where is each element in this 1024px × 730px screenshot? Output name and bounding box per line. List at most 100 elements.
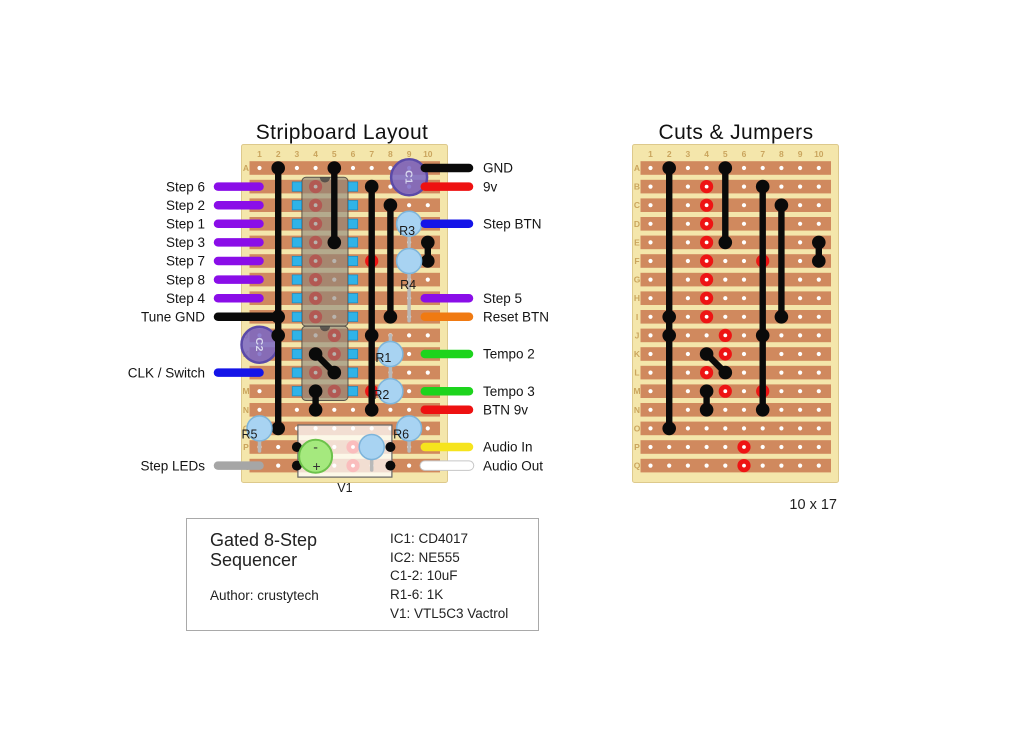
- column-label: 7: [760, 149, 765, 159]
- wire-label-step-3: Step 3: [166, 235, 205, 250]
- hole: [723, 407, 728, 412]
- wire-label-step-1: Step 1: [166, 217, 205, 232]
- hole: [816, 165, 821, 171]
- hole: [648, 240, 653, 245]
- project-title-line1: Gated 8-Step: [210, 530, 317, 550]
- jumper-solder-dot: [718, 235, 733, 250]
- wire-label-tempo-2: Tempo 2: [483, 347, 535, 362]
- hole: [798, 184, 803, 189]
- wire-label-step-8: Step 8: [166, 272, 205, 287]
- hole: [779, 351, 784, 357]
- hole: [723, 296, 728, 301]
- hole: [648, 389, 653, 394]
- part-list-item: V1: VTL5C3 Vactrol: [390, 606, 508, 621]
- column-label: 5: [332, 149, 337, 159]
- ic-body-ic1: [301, 176, 349, 327]
- jumper-solder-dot: [812, 254, 826, 268]
- cut-marker-hole: [704, 259, 709, 263]
- wire-label-9v: 9v: [483, 179, 498, 194]
- column-label: 7: [369, 149, 374, 159]
- hole: [816, 389, 821, 394]
- hole: [685, 165, 690, 171]
- hole: [648, 370, 653, 375]
- row-label: O: [634, 423, 641, 433]
- jumper-solder-dot: [308, 347, 323, 361]
- row-label: N: [243, 405, 249, 415]
- ic-pin: [291, 386, 302, 397]
- hole: [407, 333, 412, 338]
- hole: [648, 426, 653, 431]
- hole: [816, 277, 821, 282]
- copper-strip: [640, 328, 831, 343]
- hole: [294, 407, 299, 412]
- hole: [388, 165, 393, 171]
- row-label: I: [636, 312, 638, 322]
- copper-strip: [640, 161, 831, 175]
- hole: [685, 389, 690, 394]
- hole: [648, 258, 653, 264]
- wire-label-step-leds: Step LEDs: [140, 458, 205, 473]
- hole: [741, 296, 747, 301]
- hole: [816, 333, 821, 338]
- hole: [816, 351, 821, 357]
- hole: [779, 184, 784, 189]
- hole: [704, 165, 709, 171]
- hole: [741, 258, 747, 264]
- row-label: O: [243, 423, 250, 433]
- vactrol-led: [298, 438, 334, 474]
- hole: [798, 333, 803, 338]
- hole: [425, 203, 430, 208]
- hole: [257, 389, 262, 394]
- ic-pin: [291, 218, 302, 229]
- hole: [741, 351, 747, 357]
- wire-label-step-5: Step 5: [483, 291, 522, 306]
- resistor-r6: [395, 415, 423, 442]
- hole: [648, 165, 653, 171]
- resistor-label: R3: [399, 224, 415, 238]
- hole: [741, 426, 747, 431]
- jumper-solder-dot: [421, 254, 435, 268]
- hole: [741, 333, 747, 338]
- row-label: L: [634, 368, 639, 378]
- jumper-solder-dot: [271, 421, 285, 436]
- cut-marker-hole: [704, 370, 709, 375]
- hole: [388, 184, 393, 189]
- ic-notch: [319, 326, 331, 332]
- jumper-solder-dot: [755, 403, 770, 417]
- ic-notch: [319, 177, 331, 183]
- hole: [407, 407, 412, 412]
- row-label: N: [634, 405, 640, 415]
- hole: [816, 426, 821, 431]
- hole: [685, 296, 690, 301]
- hole: [407, 351, 412, 357]
- hole: [723, 444, 728, 450]
- hole: [741, 221, 747, 226]
- hole: [816, 370, 821, 375]
- column-label: 2: [276, 149, 281, 159]
- resistor-r1: [377, 340, 404, 368]
- row-label: M: [633, 386, 640, 396]
- hole: [816, 221, 821, 226]
- hole: [685, 370, 690, 375]
- hole: [294, 165, 299, 171]
- column-label: 10: [423, 149, 433, 159]
- ic-pin: [347, 181, 359, 192]
- hole: [816, 444, 821, 450]
- hole: [667, 463, 672, 468]
- hole: [798, 389, 803, 394]
- hole: [723, 277, 728, 282]
- hole: [648, 277, 653, 282]
- cut-marker-hole: [704, 184, 709, 189]
- wire-label-audio-out: Audio Out: [483, 458, 543, 473]
- hole: [648, 407, 653, 412]
- hole: [407, 370, 412, 375]
- column-label: 6: [351, 149, 356, 159]
- part-list-item: R1-6: 1K: [390, 587, 443, 602]
- hole: [648, 296, 653, 301]
- jumper-solder-dot: [718, 161, 733, 175]
- row-label: B: [634, 182, 640, 192]
- vactrol-ldr: [358, 433, 385, 461]
- hole: [741, 184, 747, 189]
